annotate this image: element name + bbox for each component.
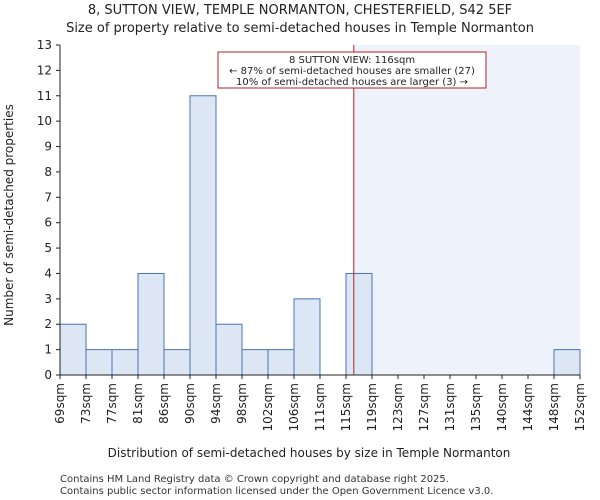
histogram-bar bbox=[189, 95, 217, 376]
x-tick-label: 144sqm bbox=[521, 383, 535, 431]
y-axis-label: Number of semi-detached properties bbox=[2, 104, 16, 326]
x-tick-label: 119sqm bbox=[365, 383, 379, 431]
annotation-box bbox=[217, 51, 487, 89]
histogram-bar bbox=[215, 323, 243, 376]
y-tick-label: 1 bbox=[44, 343, 52, 357]
x-tick-label: 90sqm bbox=[183, 383, 197, 424]
x-tick-label: 148sqm bbox=[547, 383, 561, 431]
y-tick-label: 7 bbox=[44, 190, 52, 204]
x-tick-label: 94sqm bbox=[209, 383, 223, 424]
histogram-bar bbox=[293, 298, 321, 376]
footer-licence: Contains public sector information licen… bbox=[60, 486, 494, 497]
x-tick-label: 81sqm bbox=[131, 383, 145, 424]
y-tick-label: 12 bbox=[37, 63, 52, 77]
y-tick-label: 10 bbox=[37, 114, 52, 128]
y-tick-label: 8 bbox=[44, 165, 52, 179]
footer-copyright: Contains HM Land Registry data © Crown c… bbox=[60, 474, 449, 485]
x-tick-label: 98sqm bbox=[235, 383, 249, 424]
x-tick-label: 111sqm bbox=[313, 383, 327, 431]
y-tick-label: 13 bbox=[37, 38, 52, 52]
histogram-bar bbox=[59, 323, 87, 376]
y-tick-label: 9 bbox=[44, 140, 52, 154]
y-tick-label: 6 bbox=[44, 216, 52, 230]
y-tick-label: 11 bbox=[37, 89, 52, 103]
annotation-line: 8 SUTTON VIEW: 116sqm bbox=[289, 55, 415, 66]
histogram-bar bbox=[345, 272, 373, 376]
x-tick-label: 127sqm bbox=[417, 383, 431, 431]
histogram-bar bbox=[267, 349, 295, 376]
annotation-line: 10% of semi-detached houses are larger (… bbox=[236, 77, 468, 88]
chart-title: 8, SUTTON VIEW, TEMPLE NORMANTON, CHESTE… bbox=[87, 3, 513, 18]
y-tick-label: 3 bbox=[44, 292, 52, 306]
histogram-bar bbox=[553, 349, 581, 376]
histogram-bar bbox=[137, 272, 165, 376]
x-tick-label: 135sqm bbox=[469, 383, 483, 431]
x-tick-label: 131sqm bbox=[443, 383, 457, 431]
y-tick-label: 5 bbox=[44, 241, 52, 255]
x-tick-label: 69sqm bbox=[53, 383, 67, 424]
x-tick-label: 140sqm bbox=[495, 383, 509, 431]
histogram-bar bbox=[241, 349, 269, 376]
y-tick-label: 0 bbox=[44, 368, 52, 382]
x-tick-label: 102sqm bbox=[261, 383, 275, 431]
y-tick-label: 2 bbox=[44, 317, 52, 331]
histogram-bar bbox=[85, 349, 113, 376]
x-tick-label: 152sqm bbox=[573, 383, 587, 431]
y-tick-label: 4 bbox=[44, 266, 52, 280]
x-tick-label: 73sqm bbox=[79, 383, 93, 424]
x-axis-label: Distribution of semi-detached houses by … bbox=[108, 446, 511, 460]
x-tick-label: 77sqm bbox=[105, 383, 119, 424]
chart-subtitle: Size of property relative to semi-detach… bbox=[66, 21, 534, 36]
histogram-bar bbox=[111, 349, 139, 376]
x-tick-label: 123sqm bbox=[391, 383, 405, 431]
x-tick-label: 86sqm bbox=[157, 383, 171, 424]
annotation-line: ← 87% of semi-detached houses are smalle… bbox=[229, 66, 475, 77]
x-tick-label: 115sqm bbox=[339, 383, 353, 431]
x-tick-label: 106sqm bbox=[287, 383, 301, 431]
histogram-bar bbox=[163, 349, 191, 376]
larger-region-shade bbox=[353, 45, 580, 375]
